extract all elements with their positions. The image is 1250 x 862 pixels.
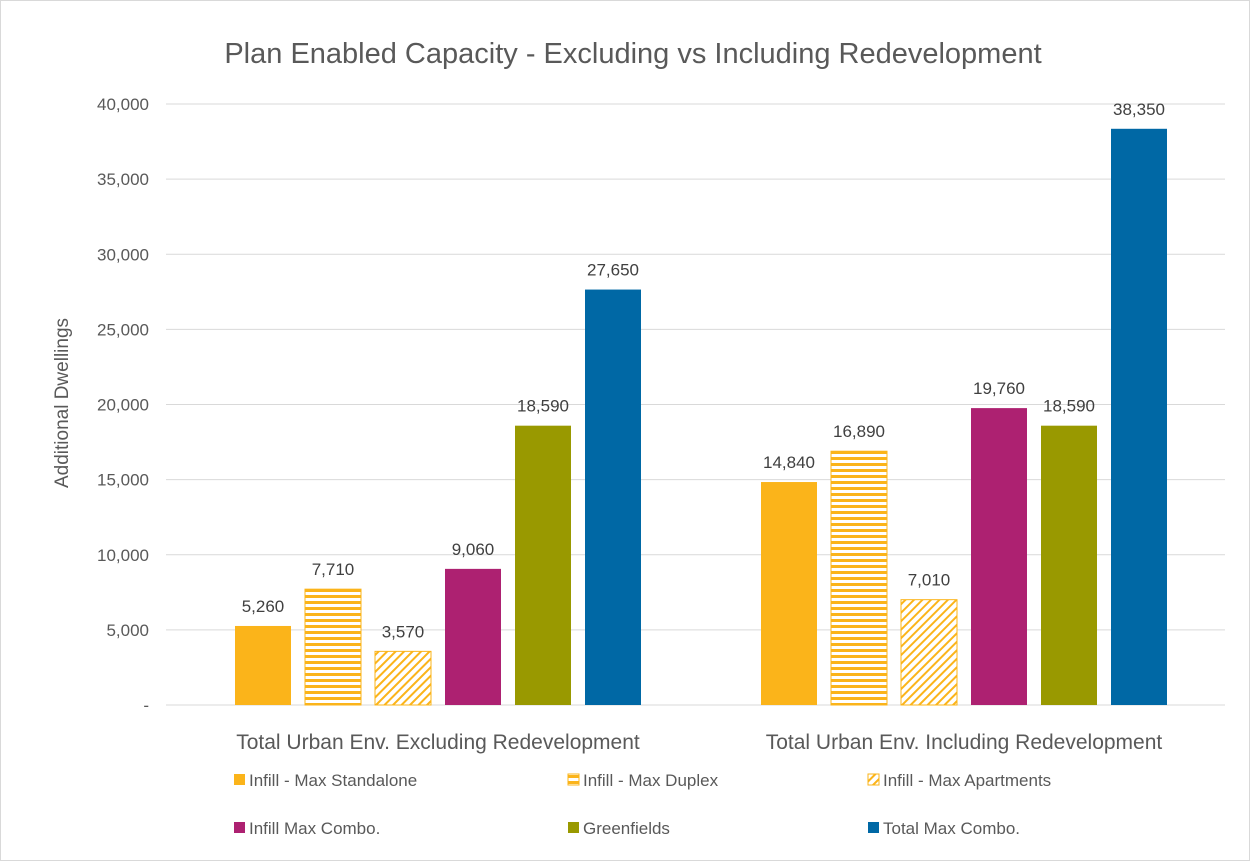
bars bbox=[235, 128, 1167, 706]
bar-greenfields-2 bbox=[1041, 425, 1097, 705]
legend: Infill - Max Standalone Infill - Max Dupl… bbox=[234, 771, 1051, 838]
legend-swatch-greenfields bbox=[568, 822, 579, 833]
legend-swatch-infill-max-standalone bbox=[234, 774, 245, 785]
bar-infill-max-combo-1 bbox=[445, 568, 501, 705]
data-label-infill-max-duplex-2: 16,890 bbox=[833, 422, 885, 441]
bar-infill-max-standalone-1 bbox=[235, 625, 291, 705]
legend-swatch-infill-max-duplex bbox=[567, 773, 580, 786]
y-tick-label: 35,000 bbox=[97, 170, 149, 189]
legend-label-total-max-combo: Total Max Combo. bbox=[883, 819, 1020, 838]
bar-infill-max-duplex-2 bbox=[830, 450, 888, 706]
bar-total-max-combo-2 bbox=[1111, 128, 1167, 705]
x-category-label: Total Urban Env. Including Redevelopment bbox=[766, 731, 1163, 754]
y-tick-label: 30,000 bbox=[97, 245, 149, 264]
y-tick-label: 10,000 bbox=[97, 546, 149, 565]
x-category-label: Total Urban Env. Excluding Redevelopment bbox=[236, 731, 640, 754]
data-label-total-max-combo-2: 38,350 bbox=[1113, 100, 1165, 119]
data-label-greenfields-1: 18,590 bbox=[517, 397, 569, 416]
data-label-greenfields-2: 18,590 bbox=[1043, 397, 1095, 416]
data-label-infill-max-apartments-1: 3,570 bbox=[382, 622, 425, 641]
y-tick-label: 20,000 bbox=[97, 396, 149, 415]
data-label-infill-max-combo-2: 19,760 bbox=[973, 379, 1025, 398]
y-tick-label: 5,000 bbox=[106, 621, 149, 640]
legend-swatch-infill-max-apartments bbox=[867, 773, 880, 786]
data-label-infill-max-apartments-2: 7,010 bbox=[908, 571, 951, 590]
y-tick-label: 25,000 bbox=[97, 320, 149, 339]
data-label-infill-max-standalone-1: 5,260 bbox=[242, 597, 285, 616]
y-axis-ticks: - 5,000 10,000 15,000 20,000 25,000 30,000 35,0… bbox=[97, 95, 149, 715]
bar-infill-max-apartments-1 bbox=[374, 650, 432, 706]
bar-greenfields-1 bbox=[515, 425, 571, 705]
bar-infill-max-apartments-2 bbox=[900, 599, 958, 706]
data-label-infill-max-standalone-2: 14,840 bbox=[763, 453, 815, 472]
bar-infill-max-standalone-2 bbox=[761, 482, 817, 705]
legend-label-infill-max-standalone: Infill - Max Standalone bbox=[249, 771, 417, 790]
bar-infill-max-duplex-1 bbox=[304, 588, 362, 706]
legend-label-greenfields: Greenfields bbox=[583, 819, 670, 838]
bar-infill-max-combo-2 bbox=[971, 408, 1027, 705]
data-label-infill-max-combo-1: 9,060 bbox=[452, 540, 495, 559]
legend-swatch-total-max-combo bbox=[868, 822, 879, 833]
legend-label-infill-max-apartments: Infill - Max Apartments bbox=[883, 771, 1051, 790]
legend-label-infill-max-duplex: Infill - Max Duplex bbox=[583, 771, 719, 790]
legend-swatch-infill-max-combo bbox=[234, 822, 245, 833]
bar-total-max-combo-1 bbox=[585, 289, 641, 705]
y-axis-title: Additional Dwellings bbox=[52, 318, 73, 488]
x-axis-categories: Total Urban Env. Excluding Redevelopment… bbox=[236, 731, 1162, 754]
y-tick-label: 40,000 bbox=[97, 95, 149, 114]
data-label-total-max-combo-1: 27,650 bbox=[587, 261, 639, 280]
data-labels: 5,260 7,710 3,570 9,060 18,590 27,650 14,840 16… bbox=[242, 100, 1165, 642]
legend-label-infill-max-combo: Infill Max Combo. bbox=[249, 819, 380, 838]
y-tick-label: 15,000 bbox=[97, 471, 149, 490]
y-tick-label: - bbox=[143, 696, 149, 715]
chart-title: Plan Enabled Capacity - Excluding vs Inc… bbox=[224, 38, 1041, 70]
data-label-infill-max-duplex-1: 7,710 bbox=[312, 560, 355, 579]
